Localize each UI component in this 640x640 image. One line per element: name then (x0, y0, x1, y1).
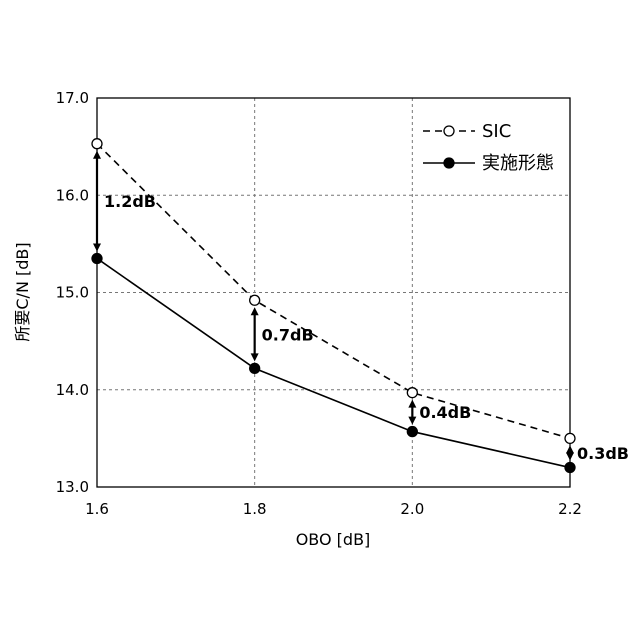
series-2-point (92, 253, 102, 263)
difference-label: 0.4dB (419, 403, 471, 422)
series-1-point (565, 433, 575, 443)
annotations: 1.2dB 0.7dB 0.4dB 0.3dB (93, 151, 629, 463)
series-line-2 (97, 258, 570, 467)
difference-label: 0.3dB (577, 444, 629, 463)
x-tick-label: 1.6 (85, 500, 109, 518)
legend-marker-1 (444, 126, 454, 136)
x-tick-label: 2.0 (400, 500, 424, 518)
y-tick-label: 13.0 (56, 478, 89, 496)
legend-label-1: SIC (482, 121, 511, 142)
y-tick-label: 17.0 (56, 89, 89, 107)
series-1-point (407, 388, 417, 398)
difference-label: 1.2dB (104, 192, 156, 211)
arrow-head-up (251, 307, 259, 315)
y-tick-label: 16.0 (56, 186, 89, 204)
arrow-head-up (566, 445, 574, 453)
x-tick-label: 1.8 (243, 500, 267, 518)
arrow-head-down (566, 453, 574, 461)
arrow-head-down (251, 353, 259, 361)
series-1-point (250, 295, 260, 305)
y-tick-label: 15.0 (56, 284, 89, 302)
series-line-1 (97, 144, 570, 439)
x-axis-label: OBO [dB] (296, 530, 371, 549)
y-tick-label: 14.0 (56, 381, 89, 399)
legend-label-2: 実施形態 (482, 153, 554, 174)
arrow-head-down (408, 417, 416, 425)
arrow-head-up (408, 400, 416, 408)
series-group (92, 139, 575, 473)
series-2-point (565, 463, 575, 473)
arrow-head-down (93, 243, 101, 251)
legend-marker-2 (444, 158, 454, 168)
legend: SIC 実施形態 (423, 121, 554, 174)
y-axis-label: 所要C/N [dB] (13, 242, 32, 341)
series-1-point (92, 139, 102, 149)
series-2-point (407, 427, 417, 437)
series-2-point (250, 363, 260, 373)
difference-label: 0.7dB (262, 325, 314, 344)
arrow-head-up (93, 151, 101, 159)
x-tick-label: 2.2 (558, 500, 582, 518)
